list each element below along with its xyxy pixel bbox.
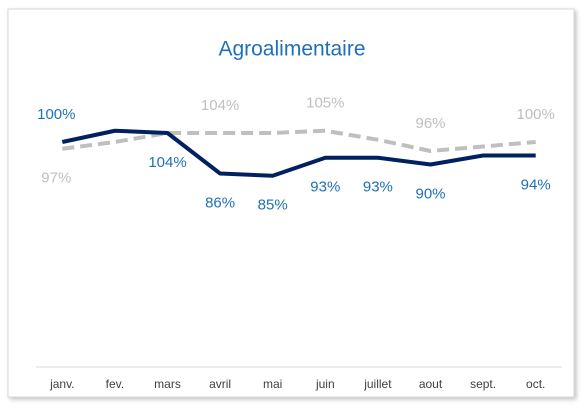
data-label: 96% bbox=[415, 115, 445, 132]
data-label: 100% bbox=[37, 106, 75, 123]
x-tick-label: mai bbox=[263, 377, 282, 391]
data-label: 94% bbox=[521, 176, 551, 193]
data-label: 104% bbox=[148, 154, 186, 171]
series-line bbox=[61, 128, 536, 178]
series-line bbox=[62, 128, 536, 153]
x-tick-label: avril bbox=[209, 377, 231, 391]
data-label: 100% bbox=[517, 106, 555, 123]
data-label: 85% bbox=[258, 197, 288, 214]
data-label: 93% bbox=[363, 179, 393, 196]
x-tick-label: oct. bbox=[526, 377, 545, 391]
x-tick-label: janv. bbox=[49, 377, 74, 391]
data-label: 90% bbox=[415, 185, 445, 202]
x-tick-label: aout bbox=[419, 377, 443, 391]
x-tick-label: mars bbox=[154, 377, 181, 391]
chart-frame bbox=[7, 8, 575, 398]
x-tick-label: juillet bbox=[363, 377, 392, 391]
data-label: 105% bbox=[306, 95, 344, 112]
data-label: 104% bbox=[201, 97, 239, 114]
data-label: 97% bbox=[41, 170, 71, 187]
data-label: 86% bbox=[205, 194, 235, 211]
data-label: 93% bbox=[310, 179, 340, 196]
chart-title: Agroalimentaire bbox=[218, 38, 365, 61]
x-tick-label: juin bbox=[315, 377, 335, 391]
x-tick-label: sept. bbox=[470, 377, 496, 391]
x-tick-label: fev. bbox=[106, 377, 124, 391]
